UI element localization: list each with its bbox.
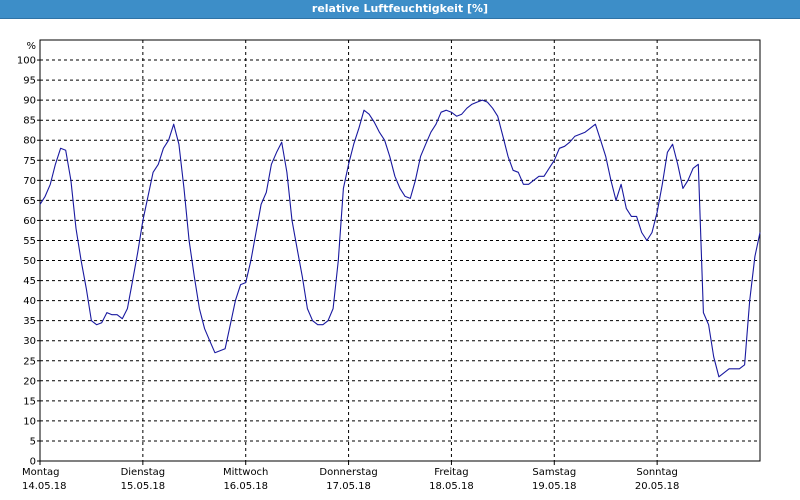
y-tick-label: 75: [23, 156, 36, 167]
x-tick-day-label: Sonntag: [636, 467, 678, 478]
chart-title-bar: relative Luftfeuchtigkeit [%]: [0, 0, 800, 19]
x-tick-date-label: 20.05.18: [635, 481, 680, 492]
y-tick-label: 30: [23, 336, 36, 347]
y-tick-label: 60: [23, 216, 36, 227]
x-tick-day-label: Dienstag: [121, 467, 166, 478]
y-tick-label: 20: [23, 376, 36, 387]
x-tick-date-label: 15.05.18: [121, 481, 166, 492]
x-tick-date-label: 14.05.18: [22, 481, 67, 492]
y-tick-label: 45: [23, 276, 36, 287]
y-tick-label: 55: [23, 236, 36, 247]
x-tick-day-label: Donnerstag: [319, 467, 377, 478]
x-axis-ticks: Montag 14.05.18 Dienstag 15.05.18 Mittwoch 16…: [22, 461, 679, 492]
y-tick-label: 85: [23, 116, 36, 127]
y-tick-label: 65: [23, 196, 36, 207]
humidity-chart: 0 5 10 15 20 25 30 35 40 45 50 55 60 65 70 75 80 85 90 95 10…: [17, 39, 761, 492]
x-tick-day-label: Freitag: [434, 467, 468, 478]
y-tick-label: 70: [23, 176, 36, 187]
y-tick-label: 50: [23, 256, 36, 267]
y-tick-label: 5: [30, 436, 36, 447]
y-tick-label: 0: [30, 457, 36, 468]
x-tick-day-label: Mittwoch: [223, 467, 268, 478]
y-tick-label: 95: [23, 76, 36, 87]
y-tick-label: 90: [23, 96, 36, 107]
x-tick-date-label: 18.05.18: [429, 481, 474, 492]
series-layer: [39, 99, 761, 378]
x-tick-date-label: 16.05.18: [223, 481, 268, 492]
y-tick-label: 35: [23, 316, 36, 327]
y-axis-unit-label: %: [26, 41, 36, 52]
plot-area-frame: [39, 39, 761, 462]
y-tick-label: 25: [23, 356, 36, 367]
x-tick-date-label: 17.05.18: [326, 481, 371, 492]
y-tick-label: 40: [23, 296, 36, 307]
x-tick-day-label: Montag: [22, 467, 59, 478]
y-tick-label: 15: [23, 396, 36, 407]
y-tick-label: 10: [23, 416, 36, 427]
grid-layer: [40, 40, 760, 461]
humidity-series-line: [39, 99, 761, 378]
y-tick-label: 100: [17, 56, 36, 67]
y-tick-label: 80: [23, 136, 36, 147]
y-axis-ticks: 0 5 10 15 20 25 30 35 40 45 50 55 60 65 70 75 80 85 90 95 10…: [17, 56, 40, 468]
x-tick-day-label: Samstag: [532, 467, 576, 478]
x-tick-date-label: 19.05.18: [532, 481, 577, 492]
